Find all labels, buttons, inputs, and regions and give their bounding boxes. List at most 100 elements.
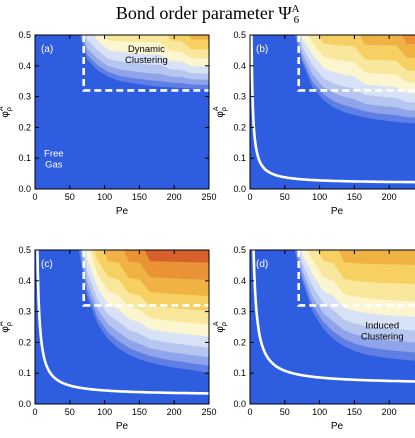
y-tick-label: 0.0 bbox=[18, 399, 31, 409]
contour-level-9 bbox=[77, 0, 234, 24]
contour-level-8 bbox=[359, 35, 415, 59]
annotation-1: Dynamic Clustering bbox=[125, 44, 168, 66]
x-axis-label: Pe bbox=[331, 206, 344, 217]
figure-title: Bond order parameter ΨA6 bbox=[115, 3, 300, 26]
frontier-curve bbox=[252, 250, 415, 383]
x-tick-label: 100 bbox=[97, 407, 112, 417]
contour-level-10 bbox=[77, 0, 234, 13]
y-tick-label: 0.1 bbox=[18, 368, 31, 378]
x-axis-label: Pe bbox=[331, 421, 344, 432]
plot-area bbox=[35, 0, 234, 189]
y-axis-label-sub: ρ bbox=[6, 107, 13, 111]
chart-panel-3: (c) 0 50 100 150 200 250 0.0 0.1 0.2 0.3 0.4 0.5 Pe φρ… bbox=[0, 245, 217, 432]
x-tick-label: 150 bbox=[132, 192, 147, 202]
y-axis-label-base: φ bbox=[215, 326, 226, 333]
plot-frame bbox=[34, 34, 210, 190]
x-tick-label: 150 bbox=[347, 192, 362, 202]
contour-level-8 bbox=[188, 35, 209, 40]
annotation-line: Free bbox=[44, 149, 64, 160]
y-axis-label: φρA bbox=[0, 106, 13, 117]
annotation-2: Free Gas bbox=[44, 149, 64, 171]
dashed-region-box bbox=[82, 250, 209, 307]
y-tick-label: 0.3 bbox=[233, 307, 246, 317]
y-axis-label-sub: ρ bbox=[221, 107, 228, 111]
dashed-region-box bbox=[297, 250, 415, 307]
plot-frame bbox=[34, 249, 210, 405]
x-tick-label: 50 bbox=[280, 407, 290, 417]
y-tick-label: 0.4 bbox=[233, 61, 246, 71]
x-tick-label: 200 bbox=[382, 192, 397, 202]
chart-panel-2: (b)0501001502002500.00.10.20.30.40.5Peφρ… bbox=[213, 0, 415, 217]
y-axis-label-sup: A bbox=[0, 321, 5, 326]
y-axis-label-sup: A bbox=[0, 106, 5, 111]
x-tick-label: 100 bbox=[97, 192, 112, 202]
contour-level-9 bbox=[401, 35, 415, 45]
plot-frame bbox=[249, 34, 415, 190]
x-tick-label: 100 bbox=[312, 192, 327, 202]
panel-label: (c) bbox=[41, 259, 53, 270]
y-tick-label: 0.0 bbox=[233, 399, 246, 409]
y-axis-label-base: φ bbox=[215, 111, 226, 118]
frontier-curve bbox=[36, 250, 209, 395]
annotation-line: Induced bbox=[365, 321, 399, 332]
plot-area bbox=[35, 250, 209, 404]
y-tick-label: 0.5 bbox=[18, 245, 31, 255]
x-tick-label: 0 bbox=[32, 192, 37, 202]
y-tick-label: 0.4 bbox=[233, 276, 246, 286]
y-axis-label-base: φ bbox=[0, 111, 11, 118]
x-tick-label: 150 bbox=[347, 407, 362, 417]
contour-level-10 bbox=[292, 0, 415, 24]
y-tick-label: 0.5 bbox=[233, 245, 246, 255]
y-tick-label: 0.2 bbox=[233, 337, 246, 347]
y-tick-label: 0.0 bbox=[233, 184, 246, 194]
chart-panel-4: InducedClustering(d)0501001502002500.00.… bbox=[213, 245, 415, 432]
y-tick-label: 0.5 bbox=[233, 30, 246, 40]
y-tick-label: 0.4 bbox=[18, 61, 31, 71]
y-axis-label: φρA bbox=[0, 321, 13, 332]
y-axis-label-sup: A bbox=[213, 321, 220, 326]
x-tick-label: 200 bbox=[167, 192, 182, 202]
x-axis-label: Pe bbox=[116, 421, 129, 432]
y-tick-label: 0.3 bbox=[233, 92, 246, 102]
y-tick-label: 0.1 bbox=[233, 368, 246, 378]
x-tick-label: 200 bbox=[382, 407, 397, 417]
annotation-line: Clustering bbox=[125, 55, 168, 66]
x-tick-label: 0 bbox=[32, 407, 37, 417]
x-tick-label: 0 bbox=[247, 407, 252, 417]
plot-frame bbox=[249, 249, 415, 405]
y-tick-label: 0.2 bbox=[18, 122, 31, 132]
plot-area bbox=[250, 250, 415, 404]
annotation-line: Gas bbox=[45, 160, 63, 171]
y-tick-label: 0.1 bbox=[233, 153, 246, 163]
x-tick-label: 100 bbox=[312, 407, 327, 417]
x-tick-label: 200 bbox=[167, 407, 182, 417]
x-tick-label: 50 bbox=[65, 192, 75, 202]
y-tick-label: 0.0 bbox=[18, 184, 31, 194]
annotation-line: Clustering bbox=[361, 332, 404, 343]
chart-panel-1: Dynamic Clustering Free Gas (a) 0 50 100 150 200 2… bbox=[0, 0, 234, 217]
plot-area bbox=[250, 0, 415, 189]
y-axis-label-base: φ bbox=[0, 326, 11, 333]
x-tick-label: 50 bbox=[280, 192, 290, 202]
y-tick-label: 0.3 bbox=[18, 307, 31, 317]
panel-label: (d) bbox=[256, 259, 268, 270]
y-tick-label: 0.5 bbox=[18, 30, 31, 40]
y-axis-label-sup: A bbox=[213, 106, 220, 111]
annotation-line: Dynamic bbox=[128, 44, 165, 55]
x-axis-label: Pe bbox=[116, 206, 129, 217]
dashed-region-box bbox=[297, 35, 415, 92]
y-axis-label-sub: ρ bbox=[6, 322, 13, 326]
y-axis-label: φρA bbox=[213, 321, 228, 332]
x-tick-label: 250 bbox=[201, 192, 216, 202]
panel-label: (a) bbox=[41, 44, 53, 55]
y-axis-label-sub: ρ bbox=[221, 322, 228, 326]
panel-label: (b) bbox=[256, 44, 268, 55]
annotation-1: Induced Clustering bbox=[361, 321, 404, 343]
y-tick-label: 0.3 bbox=[18, 92, 31, 102]
x-tick-label: 0 bbox=[247, 192, 252, 202]
y-tick-label: 0.2 bbox=[233, 122, 246, 132]
dashed-region-box bbox=[82, 35, 209, 92]
frontier-curve bbox=[250, 35, 415, 184]
x-tick-label: 150 bbox=[132, 407, 147, 417]
